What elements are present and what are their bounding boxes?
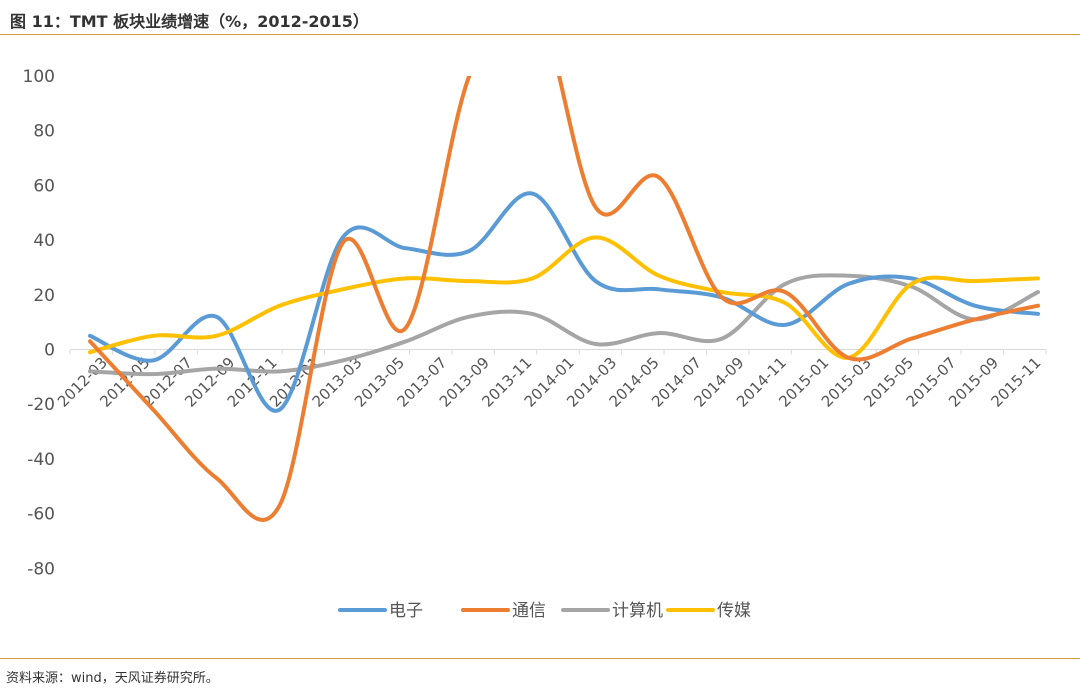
y-tick-label: -20 xyxy=(27,395,55,415)
y-tick-label: -40 xyxy=(27,450,55,470)
legend-label: 通信 xyxy=(512,601,546,621)
legend: 电子 通信 计算机 传媒 xyxy=(338,601,751,621)
series-line-2 xyxy=(88,76,1040,522)
series-layer xyxy=(88,76,1040,522)
legend-label: 传媒 xyxy=(717,601,751,621)
y-tick-label: 0 xyxy=(44,341,55,361)
source-divider xyxy=(0,658,1080,659)
y-tick-label: 40 xyxy=(33,231,55,251)
series-line-1 xyxy=(88,191,1040,413)
y-axis: 100 80 60 40 20 0 -20 -40 -60 -80 xyxy=(23,67,55,579)
y-tick-label: -60 xyxy=(27,505,55,525)
y-tick-label: 80 xyxy=(33,122,55,142)
series-line-3 xyxy=(88,273,1040,377)
x-axis: 2012-032012-052012-072012-092012-112013-… xyxy=(54,349,1047,411)
legend-label: 电子 xyxy=(389,601,423,621)
y-tick-label: -80 xyxy=(27,559,55,579)
chart-title: 图 11：TMT 板块业绩增速（%，2012-2015） xyxy=(10,12,369,31)
source-note: 资料来源：wind，天风证券研究所。 xyxy=(6,671,219,686)
series-line-4 xyxy=(88,235,1040,360)
line-chart: 100 80 60 40 20 0 -20 -40 -60 -80 2012-032012-052… xyxy=(23,67,1047,621)
legend-label: 计算机 xyxy=(612,601,663,621)
y-tick-label: 60 xyxy=(33,176,55,196)
y-tick-label: 20 xyxy=(33,286,55,306)
title-divider xyxy=(0,34,1080,35)
y-tick-label: 100 xyxy=(23,67,55,87)
